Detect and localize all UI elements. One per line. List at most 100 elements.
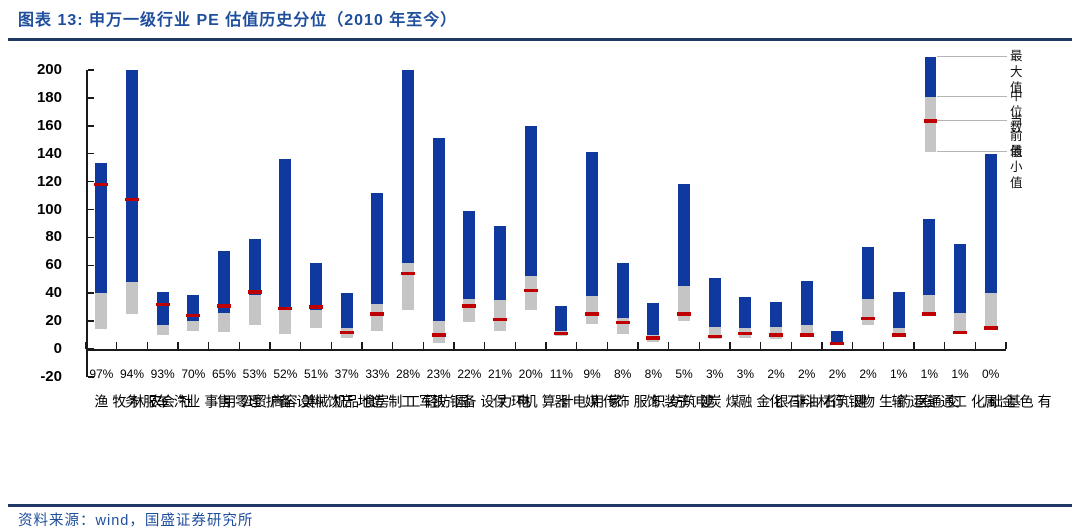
y-axis-line bbox=[86, 70, 88, 377]
category-label: 交通运输 bbox=[890, 394, 961, 411]
legend-label-current: 当前值 bbox=[1010, 113, 1023, 159]
y-axis-tick-label: 60 bbox=[45, 256, 62, 274]
category-label: 家用电器 bbox=[553, 394, 624, 411]
y-axis-tick-label: 20 bbox=[45, 312, 62, 330]
current-value-marker bbox=[554, 331, 569, 336]
bar-lower-gray-segment bbox=[524, 276, 537, 310]
current-value-marker bbox=[830, 341, 845, 346]
bar-lower-gray-segment bbox=[402, 262, 414, 310]
current-value-marker bbox=[186, 313, 201, 318]
bar-lower-gray-segment bbox=[800, 325, 813, 337]
bar-lower-gray-segment bbox=[984, 293, 997, 329]
percentile-label: 20% bbox=[518, 367, 543, 381]
percentile-label: 94% bbox=[119, 367, 145, 381]
current-value-marker bbox=[370, 312, 385, 316]
bar-lower-gray-segment bbox=[279, 309, 292, 334]
current-value-marker bbox=[861, 316, 875, 321]
current-value-marker bbox=[94, 182, 109, 187]
percentile-label: 51% bbox=[303, 367, 329, 381]
percentile-label: 93% bbox=[150, 367, 175, 381]
x-axis-tick bbox=[85, 342, 87, 349]
current-value-marker bbox=[309, 305, 323, 309]
x-axis-tick bbox=[299, 342, 302, 349]
legend-label-min: 最小值 bbox=[1010, 144, 1023, 190]
category-label: 银行 bbox=[829, 394, 864, 411]
current-value-marker bbox=[891, 333, 906, 337]
bar-upper-blue-segment bbox=[494, 226, 506, 301]
bar-upper-blue-segment bbox=[555, 305, 568, 331]
x-axis-tick bbox=[361, 342, 363, 349]
percentile-label: 1% bbox=[951, 367, 969, 381]
bar-upper-blue-segment bbox=[279, 159, 292, 310]
legend-max-segment bbox=[925, 57, 936, 97]
percentile-label: 70% bbox=[181, 367, 206, 381]
bar-upper-blue-segment bbox=[432, 138, 445, 322]
y-axis-tick bbox=[87, 152, 94, 155]
current-value-marker bbox=[983, 326, 998, 330]
x-axis-tick bbox=[790, 342, 793, 349]
category-label: 医药生物 bbox=[860, 394, 930, 411]
bar-lower-gray-segment bbox=[586, 295, 598, 324]
current-value-marker bbox=[155, 302, 170, 307]
y-axis-tick-label: 180 bbox=[36, 88, 62, 106]
y-axis-tick bbox=[87, 264, 94, 267]
bar-lower-gray-segment bbox=[218, 312, 230, 333]
category-label: 基础化工 bbox=[952, 394, 1022, 411]
bar-lower-gray-segment bbox=[463, 298, 476, 323]
percentile-label: 21% bbox=[487, 367, 513, 381]
y-axis-tick-label: 160 bbox=[36, 116, 62, 134]
bar-lower-gray-segment bbox=[923, 294, 936, 313]
y-axis-tick bbox=[87, 376, 94, 378]
bar-upper-blue-segment bbox=[770, 301, 782, 327]
category-label: 电子 bbox=[676, 394, 710, 411]
category-label: 轻工制造 bbox=[369, 394, 440, 411]
category-label: 机械设备 bbox=[277, 394, 348, 411]
bar-lower-gray-segment bbox=[187, 321, 200, 331]
x-axis-tick bbox=[851, 342, 854, 349]
percentile-label: 2% bbox=[797, 367, 816, 381]
percentile-label: 3% bbox=[736, 367, 754, 381]
x-axis-tick bbox=[575, 342, 578, 349]
legend-connector-min bbox=[937, 151, 1007, 152]
legend-connector-current bbox=[937, 120, 1007, 121]
bar-lower-gray-segment bbox=[892, 328, 905, 336]
y-axis-tick-label: 140 bbox=[36, 144, 62, 162]
y-axis-tick-label: 40 bbox=[45, 284, 62, 302]
category-label: 纺织服饰 bbox=[614, 394, 685, 411]
percentile-label: 65% bbox=[211, 367, 237, 381]
current-value-marker bbox=[523, 288, 538, 293]
percentile-label: 23% bbox=[426, 367, 451, 381]
category-label: 房地产 bbox=[338, 394, 391, 411]
title-divider bbox=[8, 38, 1072, 41]
x-axis-tick bbox=[698, 342, 701, 349]
current-value-marker bbox=[431, 333, 446, 337]
category-label: 农林牧渔 bbox=[93, 394, 164, 411]
y-axis-tick bbox=[87, 208, 94, 211]
category-label: 建筑装饰 bbox=[645, 394, 716, 411]
current-value-marker bbox=[799, 333, 814, 337]
percentile-label: 53% bbox=[242, 367, 267, 381]
current-value-marker bbox=[462, 304, 477, 308]
y-axis-tick bbox=[87, 236, 94, 239]
percentile-label: 2% bbox=[767, 367, 785, 381]
percentile-label: 33% bbox=[365, 367, 390, 381]
bar-lower-gray-segment bbox=[432, 321, 445, 344]
x-axis-tick bbox=[545, 342, 547, 349]
bar-upper-blue-segment bbox=[218, 251, 230, 313]
x-axis-tick bbox=[207, 342, 210, 349]
x-axis-tick bbox=[606, 342, 609, 349]
category-label: 公用事业 bbox=[185, 394, 256, 411]
bar-upper-blue-segment bbox=[524, 125, 537, 277]
category-label: 建筑材料 bbox=[798, 394, 869, 411]
y-axis-tick-label: 0 bbox=[53, 340, 62, 357]
bar-lower-gray-segment bbox=[954, 312, 966, 331]
category-label: 煤炭 bbox=[706, 394, 741, 411]
legend-connector-max bbox=[937, 56, 1007, 57]
percentile-label: 8% bbox=[613, 367, 632, 381]
category-label: 国防军工 bbox=[400, 394, 470, 411]
y-axis-tick-label: -20 bbox=[40, 367, 62, 385]
bar-lower-gray-segment bbox=[862, 298, 874, 326]
y-axis-tick bbox=[87, 292, 94, 294]
bar-upper-blue-segment bbox=[616, 262, 629, 319]
bar-lower-gray-segment bbox=[494, 300, 506, 331]
